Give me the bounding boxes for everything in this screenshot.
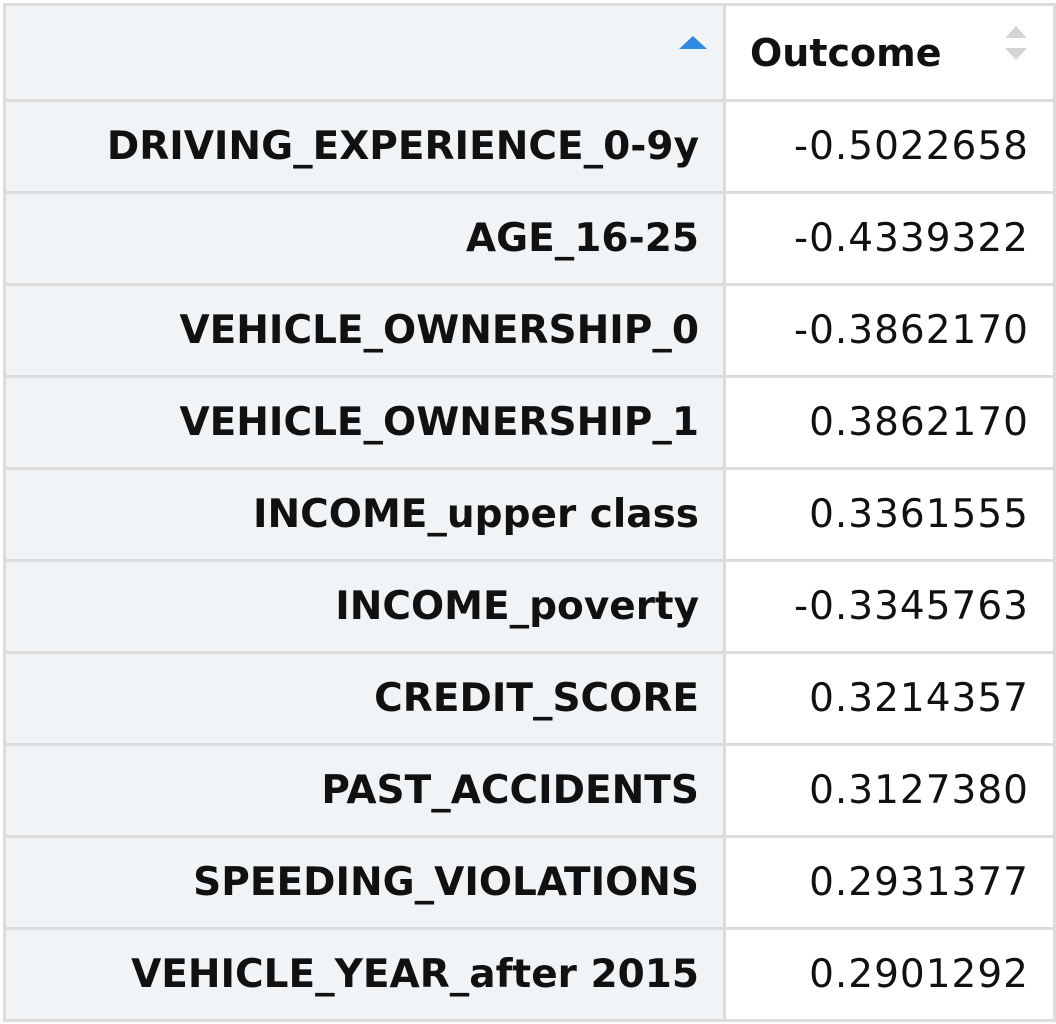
outcome-column-header[interactable]: Outcome — [723, 3, 1056, 102]
table-row[interactable]: PAST_ACCIDENTS 0.3127380 — [3, 743, 1056, 838]
table-row[interactable]: VEHICLE_OWNERSHIP_1 0.3862170 — [3, 375, 1056, 470]
row-label: INCOME_upper class — [3, 467, 726, 562]
outcome-value: -0.5022658 — [723, 99, 1056, 194]
correlation-table: Outcome DRIVING_EXPERIENCE_0-9y -0.50226… — [3, 3, 1056, 1022]
sort-both-icon[interactable] — [1005, 26, 1027, 62]
sort-down-arrow-icon — [1005, 48, 1027, 60]
outcome-value: 0.3127380 — [723, 743, 1056, 838]
header-row: Outcome — [3, 3, 1056, 102]
outcome-value: -0.3862170 — [723, 283, 1056, 378]
row-label: CREDIT_SCORE — [3, 651, 726, 746]
table-row[interactable]: VEHICLE_OWNERSHIP_0 -0.3862170 — [3, 283, 1056, 378]
table-row[interactable]: DRIVING_EXPERIENCE_0-9y -0.5022658 — [3, 99, 1056, 194]
table-row[interactable]: VEHICLE_YEAR_after 2015 0.2901292 — [3, 927, 1056, 1022]
outcome-value: 0.2931377 — [723, 835, 1056, 930]
rowname-column-header[interactable] — [3, 3, 726, 102]
table-row[interactable]: AGE_16-25 -0.4339322 — [3, 191, 1056, 286]
row-label: VEHICLE_YEAR_after 2015 — [3, 927, 726, 1022]
row-label: VEHICLE_OWNERSHIP_1 — [3, 375, 726, 470]
outcome-value: 0.3862170 — [723, 375, 1056, 470]
outcome-header-label: Outcome — [750, 30, 942, 75]
sort-up-arrow-icon — [1005, 26, 1027, 38]
outcome-value: 0.2901292 — [723, 927, 1056, 1022]
table-row[interactable]: CREDIT_SCORE 0.3214357 — [3, 651, 1056, 746]
table-row[interactable]: INCOME_poverty -0.3345763 — [3, 559, 1056, 654]
table-row[interactable]: SPEEDING_VIOLATIONS 0.2931377 — [3, 835, 1056, 930]
outcome-value: 0.3361555 — [723, 467, 1056, 562]
row-label: PAST_ACCIDENTS — [3, 743, 726, 838]
sort-ascending-icon[interactable] — [679, 36, 707, 49]
row-label: DRIVING_EXPERIENCE_0-9y — [3, 99, 726, 194]
table-row[interactable]: INCOME_upper class 0.3361555 — [3, 467, 1056, 562]
row-label: SPEEDING_VIOLATIONS — [3, 835, 726, 930]
outcome-value: 0.3214357 — [723, 651, 1056, 746]
row-label: VEHICLE_OWNERSHIP_0 — [3, 283, 726, 378]
outcome-value: -0.3345763 — [723, 559, 1056, 654]
row-label: AGE_16-25 — [3, 191, 726, 286]
outcome-value: -0.4339322 — [723, 191, 1056, 286]
row-label: INCOME_poverty — [3, 559, 726, 654]
